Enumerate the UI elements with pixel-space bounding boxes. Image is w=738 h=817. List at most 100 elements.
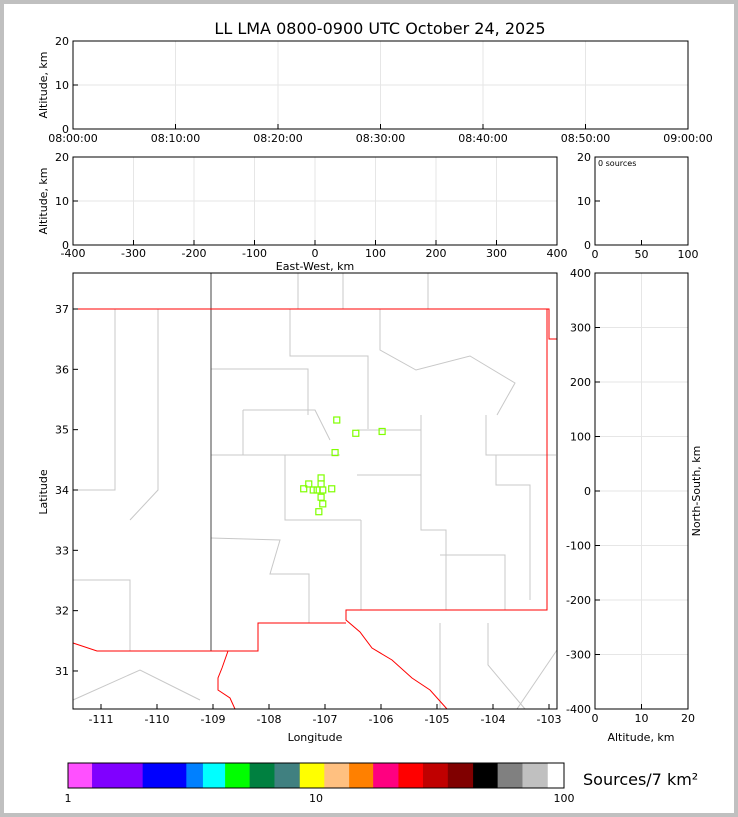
county-boundary bbox=[210, 537, 310, 623]
county-boundary bbox=[357, 429, 422, 476]
x-tick-label: -105 bbox=[425, 713, 450, 726]
border-line bbox=[72, 622, 346, 652]
county-boundary bbox=[487, 623, 526, 710]
county-boundary bbox=[211, 368, 309, 415]
y-tick-label: 0 bbox=[584, 485, 591, 498]
y-tick-label: 0 bbox=[62, 123, 69, 136]
time-panel: 08:00:00 08:10:00 08:20:00 08:30:00 08:40:00… bbox=[48, 35, 712, 145]
y-tick-label: 31 bbox=[55, 665, 69, 678]
y-tick-label: 10 bbox=[55, 195, 69, 208]
y-tick-label: 20 bbox=[55, 151, 69, 164]
colorbar-swatch bbox=[473, 763, 499, 788]
colorbar-swatch bbox=[202, 763, 226, 788]
x-tick-label: 08:40:00 bbox=[458, 132, 507, 145]
x-tick-label: 08:30:00 bbox=[356, 132, 405, 145]
figure-background bbox=[4, 4, 734, 813]
y-tick-label: 36 bbox=[55, 363, 69, 376]
colorbar-swatch bbox=[142, 763, 187, 788]
y-tick-label: 32 bbox=[55, 605, 69, 618]
x-tick-label: 08:10:00 bbox=[151, 132, 200, 145]
x-tick-label: -108 bbox=[257, 713, 282, 726]
colorbar-swatch bbox=[186, 763, 204, 788]
y-tick-label: -400 bbox=[566, 703, 591, 716]
x-tick-label: 08:20:00 bbox=[253, 132, 302, 145]
ns-panel-xlabel: Altitude, km bbox=[607, 731, 674, 744]
x-tick-label: 08:50:00 bbox=[561, 132, 610, 145]
colorbar-swatch bbox=[249, 763, 275, 788]
y-tick-label: 0 bbox=[62, 239, 69, 252]
source-point bbox=[328, 485, 336, 493]
x-tick-label: -107 bbox=[313, 713, 338, 726]
ew-panel: -400 -300 -200 -100 0 100 200 300 400 0 10 20 bbox=[55, 151, 568, 260]
colorbar-swatch bbox=[299, 763, 325, 788]
x-tick-label: -100 bbox=[242, 247, 267, 260]
x-tick-label: 08:00:00 bbox=[48, 132, 97, 145]
colorbar-swatch bbox=[398, 763, 424, 788]
x-tick-label: 100 bbox=[678, 248, 699, 261]
source-point bbox=[305, 480, 313, 488]
county-boundary bbox=[440, 554, 506, 610]
colorbar-tick-label: 1 bbox=[65, 792, 72, 805]
source-point bbox=[331, 448, 339, 457]
county-boundary bbox=[495, 455, 531, 600]
x-tick-label: 0 bbox=[312, 247, 319, 260]
axes-frame bbox=[72, 40, 689, 130]
colorbar-swatch bbox=[349, 763, 374, 788]
colorbar-swatch bbox=[68, 763, 93, 788]
x-tick-label: -109 bbox=[201, 713, 226, 726]
x-tick-label: 400 bbox=[547, 247, 568, 260]
colorbar-tick-label: 10 bbox=[309, 792, 323, 805]
x-tick-label: -400 bbox=[61, 247, 86, 260]
map-panel bbox=[72, 272, 558, 710]
x-tick-label: 300 bbox=[486, 247, 507, 260]
colorbar-swatch bbox=[92, 763, 144, 788]
colorbar: 1 10 100 bbox=[65, 762, 575, 805]
map-ticks: -111 -110 -109 -108 -107 -106 -105 -104 -103 31 32… bbox=[55, 303, 561, 726]
x-tick-label: 20 bbox=[681, 712, 695, 725]
x-tick-label: 0 bbox=[592, 712, 599, 725]
y-tick-label: 300 bbox=[570, 322, 591, 335]
histogram-panel: 0 50 100 0 10 20 bbox=[577, 151, 699, 261]
x-tick-label: -104 bbox=[481, 713, 506, 726]
colorbar-swatch bbox=[324, 763, 350, 788]
colorbar-swatch bbox=[225, 763, 251, 788]
colorbar-tick-label: 100 bbox=[554, 792, 575, 805]
axes-frame bbox=[594, 156, 689, 246]
county-boundary bbox=[516, 649, 558, 710]
y-tick-label: 10 bbox=[55, 79, 69, 92]
histogram-annotation: 0 sources bbox=[598, 159, 636, 168]
county-boundary bbox=[72, 669, 201, 701]
y-tick-label: -200 bbox=[566, 594, 591, 607]
source-point bbox=[315, 508, 323, 516]
axes-frame bbox=[594, 272, 689, 710]
source-point bbox=[309, 486, 317, 494]
y-tick-label: 200 bbox=[570, 376, 591, 389]
x-tick-label: 09:00:00 bbox=[663, 132, 712, 145]
colorbar-label: Sources/7 km² bbox=[583, 770, 698, 789]
map-boundaries bbox=[72, 272, 558, 710]
figure-title: LL LMA 0800-0900 UTC October 24, 2025 bbox=[214, 19, 545, 38]
border-line bbox=[217, 650, 236, 710]
colorbar-frame bbox=[67, 762, 565, 789]
ew-panel-xlabel: East-West, km bbox=[276, 260, 354, 273]
source-point bbox=[317, 493, 325, 501]
x-tick-label: -200 bbox=[182, 247, 207, 260]
y-tick-label: 33 bbox=[55, 544, 69, 557]
source-point bbox=[333, 416, 341, 424]
y-tick-label: 34 bbox=[55, 484, 69, 497]
axes-frame bbox=[72, 272, 558, 710]
source-point bbox=[319, 500, 327, 508]
border-line bbox=[73, 308, 557, 340]
x-tick-label: -110 bbox=[145, 713, 170, 726]
ns-panel: 0 10 20 -400 -300 -200 -100 0 100 200 300 400 bbox=[566, 267, 695, 725]
border-line bbox=[345, 309, 548, 710]
county-boundary bbox=[485, 415, 556, 456]
colorbar-swatch bbox=[522, 763, 549, 788]
y-tick-label: 0 bbox=[584, 239, 591, 252]
source-point bbox=[352, 429, 360, 437]
county-boundary bbox=[73, 579, 131, 651]
y-tick-label: 100 bbox=[570, 431, 591, 444]
x-tick-label: 10 bbox=[635, 712, 649, 725]
y-tick-label: 37 bbox=[55, 303, 69, 316]
